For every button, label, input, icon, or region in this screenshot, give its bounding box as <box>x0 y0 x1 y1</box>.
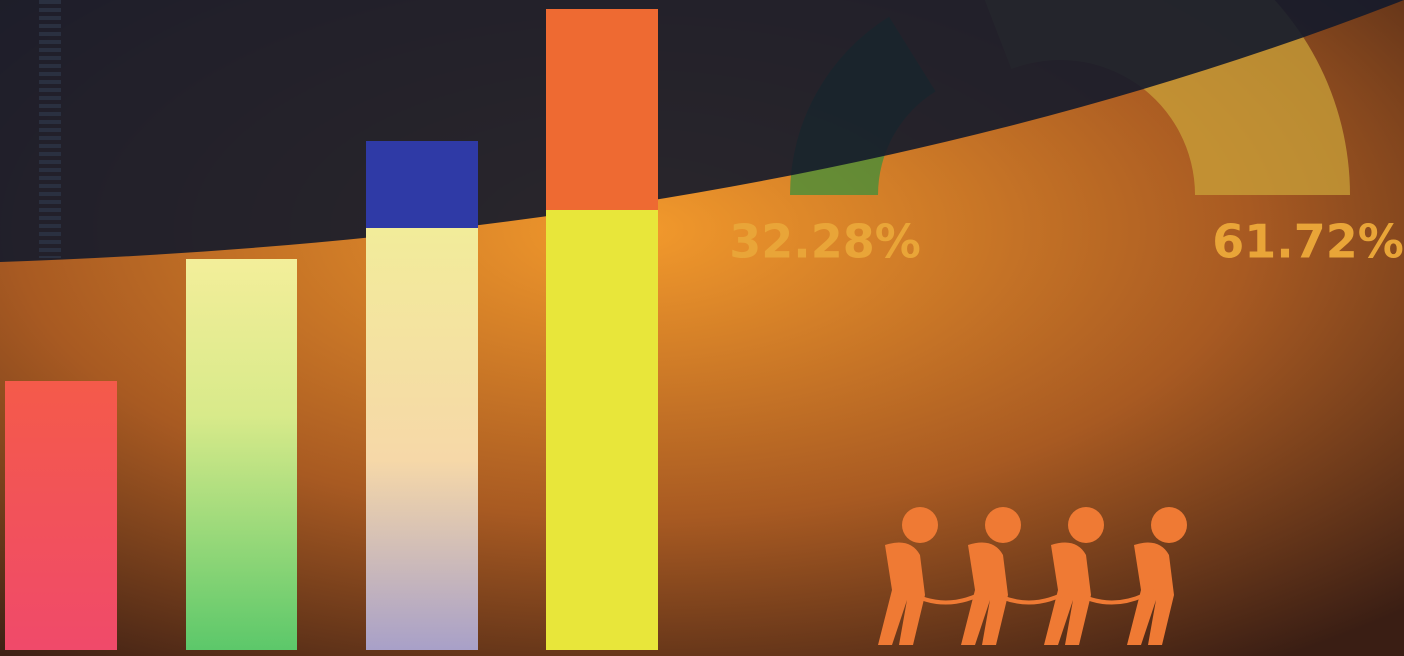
bar <box>186 259 297 650</box>
bar <box>5 381 117 650</box>
bar <box>366 228 478 650</box>
bar <box>546 210 658 650</box>
person <box>878 507 938 645</box>
bar-top <box>546 9 658 219</box>
dark-jacket-area <box>0 0 1404 262</box>
gauge-label: 32.28% <box>729 215 921 269</box>
chain <box>903 587 1156 605</box>
bar-top <box>366 141 478 236</box>
bars <box>5 9 658 650</box>
people-icons <box>878 507 1187 645</box>
gauge-label: 61.72% <box>1212 215 1404 269</box>
